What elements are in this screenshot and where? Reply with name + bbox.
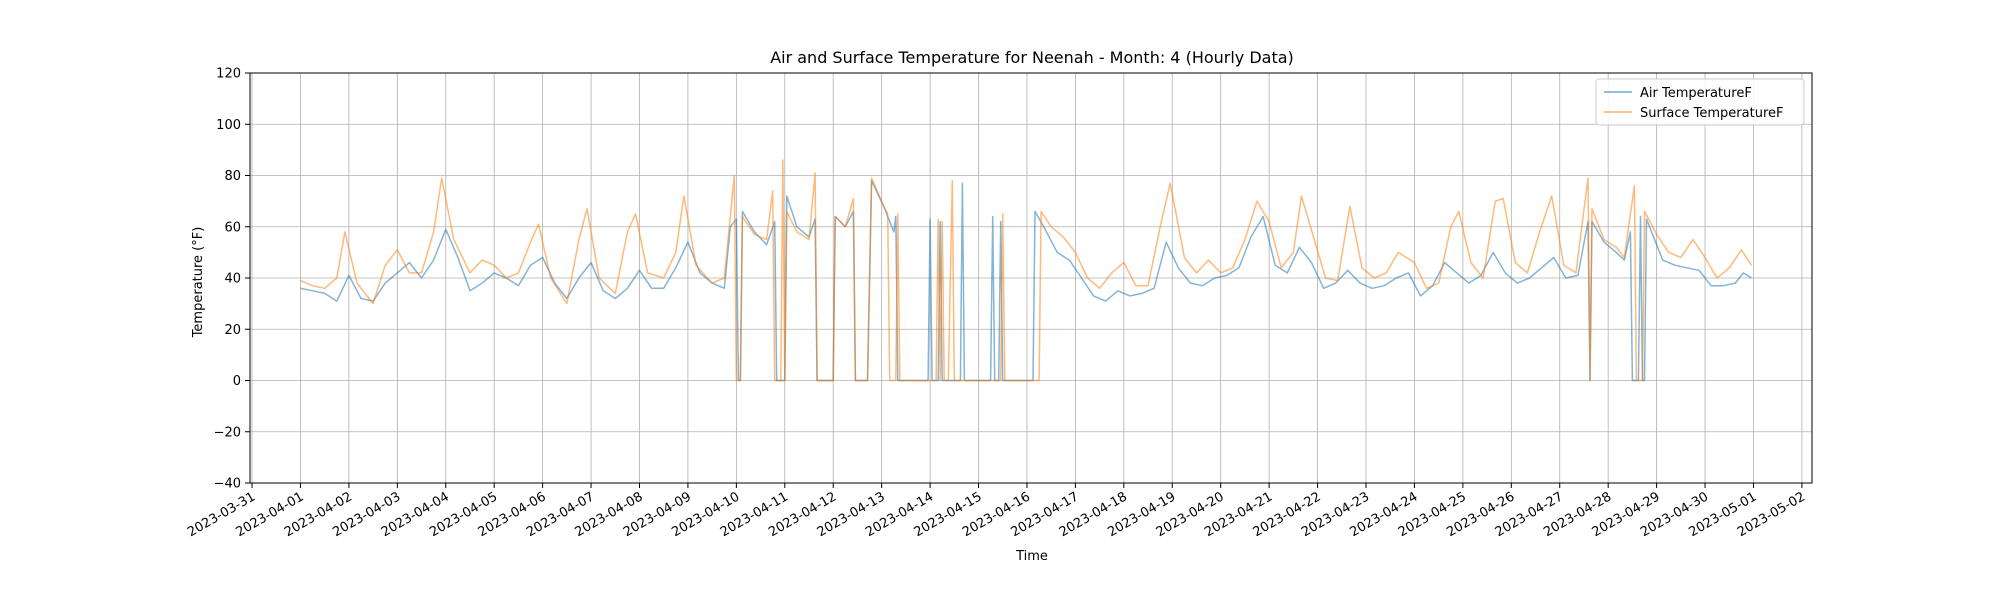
x-axis-label: Time bbox=[1015, 549, 1048, 564]
y-tick-label: 20 bbox=[224, 323, 241, 338]
x-axis: 2023-03-312023-04-012023-04-022023-04-03… bbox=[185, 483, 1808, 540]
series-line-surface-temperature bbox=[300, 159, 1753, 382]
grid-lines bbox=[250, 72, 1812, 484]
y-tick-label: −40 bbox=[214, 477, 241, 492]
legend-label: Air TemperatureF bbox=[1640, 86, 1752, 101]
y-axis-label: Temperature (°F) bbox=[191, 227, 206, 339]
legend-label: Surface TemperatureF bbox=[1640, 106, 1783, 121]
y-tick-label: 40 bbox=[224, 272, 241, 287]
legend-box bbox=[1595, 78, 1805, 126]
y-tick-label: 80 bbox=[224, 169, 241, 184]
series-line-air-temperature bbox=[300, 179, 1752, 382]
y-tick-label: −20 bbox=[214, 425, 241, 440]
series-layer bbox=[300, 159, 1753, 382]
chart-title: Air and Surface Temperature for Neenah -… bbox=[770, 48, 1294, 67]
y-tick-label: 60 bbox=[224, 220, 241, 235]
legend: Air TemperatureF Surface TemperatureF bbox=[1595, 78, 1805, 126]
y-tick-label: 0 bbox=[233, 374, 241, 389]
y-tick-label: 100 bbox=[216, 118, 241, 133]
y-axis: −40 −20 0 20 40 60 80 100 120 bbox=[214, 67, 250, 492]
y-tick-label: 120 bbox=[216, 67, 241, 82]
